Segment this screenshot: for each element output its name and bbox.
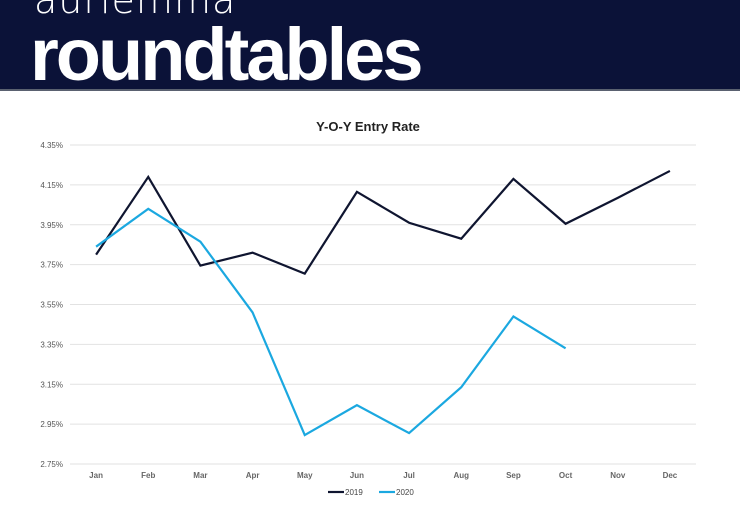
x-tick-label: Jul <box>403 471 415 480</box>
chart-title: Y-O-Y Entry Rate <box>316 119 420 134</box>
x-tick-label: Oct <box>559 471 573 480</box>
x-tick-label: Aug <box>453 471 469 480</box>
x-tick-label: Jan <box>89 471 103 480</box>
x-tick-label: Apr <box>246 471 260 480</box>
y-tick-label: 3.55% <box>40 301 63 310</box>
x-tick-label: Feb <box>141 471 155 480</box>
x-tick-label: Sep <box>506 471 521 480</box>
y-tick-label: 3.75% <box>40 261 63 270</box>
series-line-2020 <box>95 207 567 437</box>
y-tick-label: 4.35% <box>40 141 63 150</box>
header-banner: aurlemma roundtables <box>0 0 740 91</box>
y-tick-label: 2.95% <box>40 420 63 429</box>
legend-label: 2020 <box>396 488 414 497</box>
y-tick-label: 3.15% <box>40 380 63 389</box>
y-tick-label: 3.95% <box>40 221 63 230</box>
x-tick-label: May <box>297 471 313 480</box>
brand-logo-main: roundtables <box>30 13 423 91</box>
x-tick-label: Mar <box>193 471 207 480</box>
y-tick-label: 3.35% <box>40 340 63 349</box>
x-tick-label: Jun <box>350 471 364 480</box>
x-tick-label: Nov <box>610 471 626 480</box>
brand-logo-top: aurlemma <box>34 0 237 22</box>
x-tick-label: Dec <box>663 471 678 480</box>
y-tick-label: 4.15% <box>40 181 63 190</box>
series-line-2019 <box>95 169 671 275</box>
y-tick-label: 2.75% <box>40 460 63 469</box>
legend-label: 2019 <box>345 488 363 497</box>
